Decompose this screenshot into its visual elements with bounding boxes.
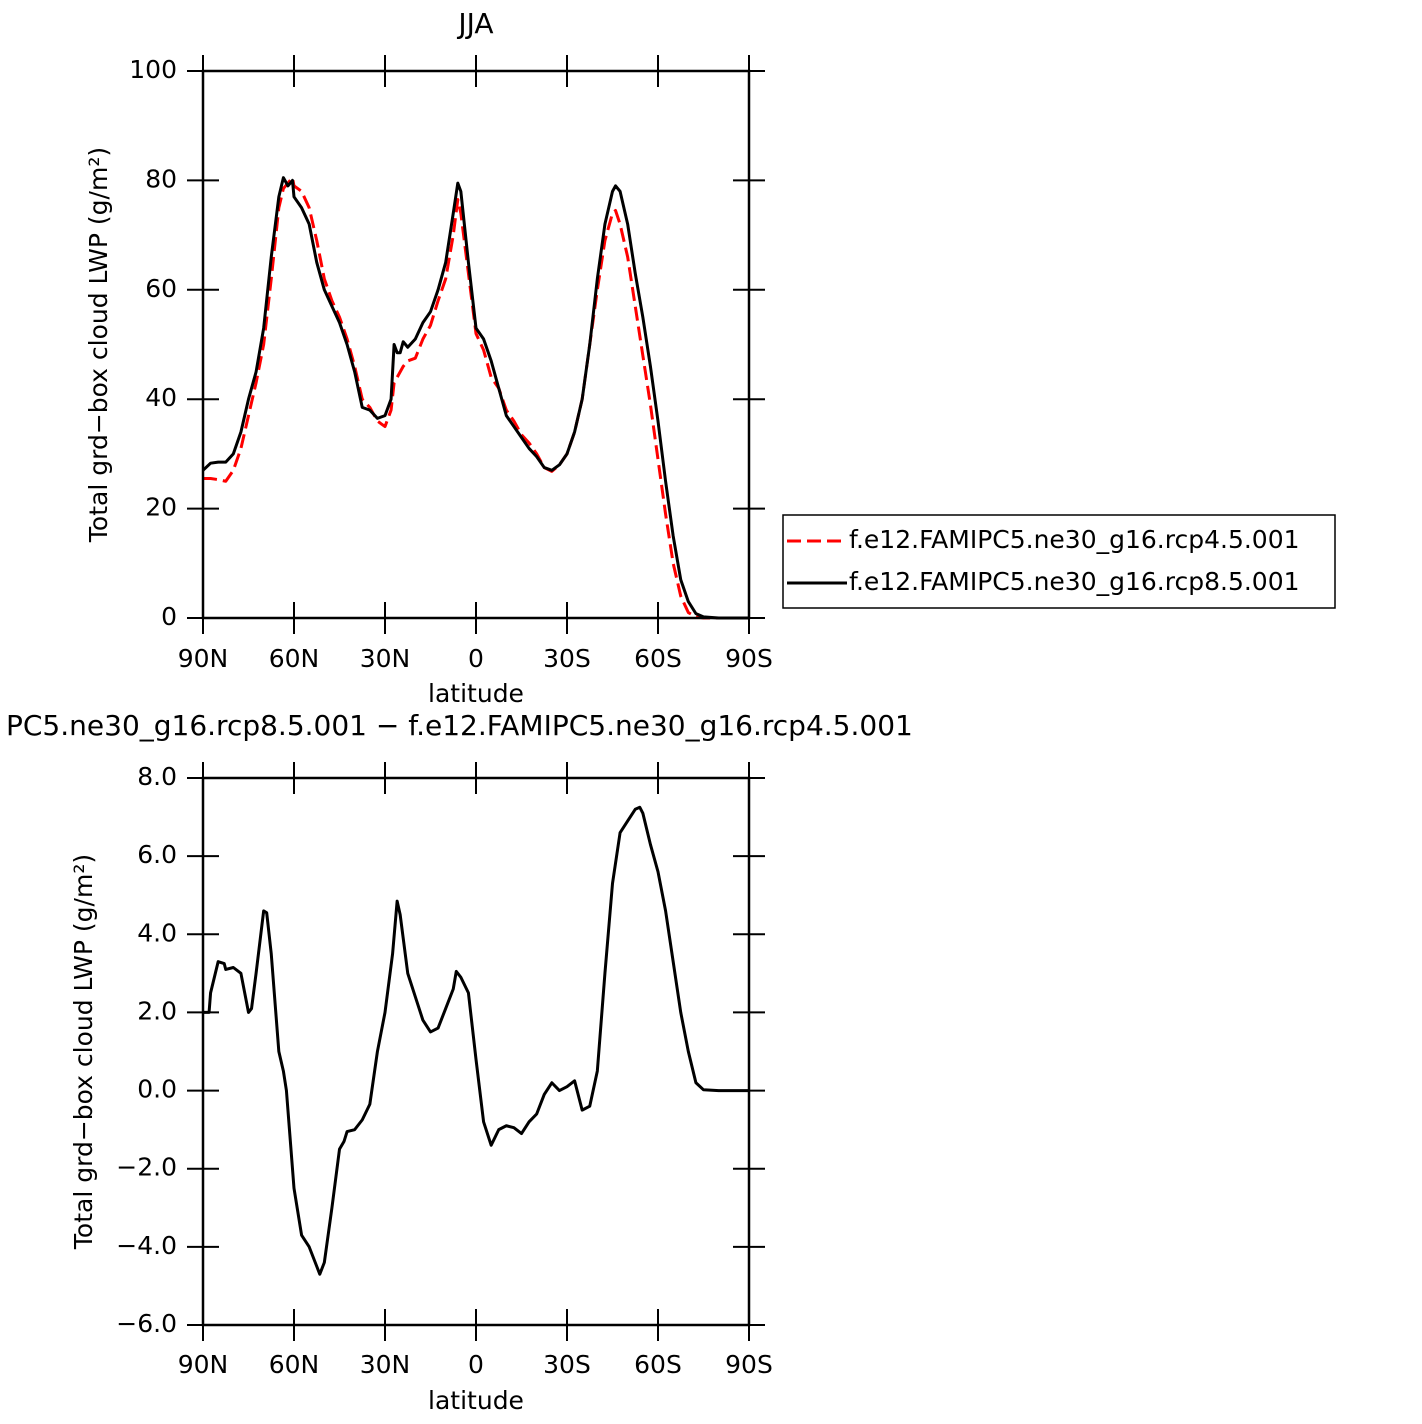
legend-label: f.e12.FAMIPC5.ne30_g16.rcp4.5.001 — [849, 525, 1300, 554]
data-line — [201, 176, 749, 620]
x-tick-label: 90S — [725, 1350, 773, 1379]
y-tick-label: −6.0 — [116, 1309, 177, 1338]
legend-label: f.e12.FAMIPC5.ne30_g16.rcp8.5.001 — [849, 567, 1300, 596]
y-tick-label: 2.0 — [137, 996, 177, 1025]
x-tick-label: 0 — [468, 1350, 484, 1379]
y-tick-label: 8.0 — [137, 762, 177, 791]
x-tick-label: 0 — [468, 644, 484, 673]
plot-frame — [201, 776, 751, 1327]
y-tick-label: −4.0 — [116, 1231, 177, 1260]
y-tick-label: 20 — [145, 493, 177, 522]
x-tick-label: 60N — [269, 1350, 320, 1379]
x-axis-label: latitude — [428, 679, 524, 708]
y-tick-label: 60 — [145, 274, 177, 303]
y-tick-label: 40 — [145, 383, 177, 412]
x-tick-label: 30S — [543, 1350, 591, 1379]
y-tick-label: 4.0 — [137, 918, 177, 947]
y-tick-label: 80 — [145, 164, 177, 193]
x-tick-label: 90N — [178, 1350, 229, 1379]
plot-frame — [201, 69, 751, 620]
data-line — [203, 176, 749, 620]
x-tick-label: 90N — [178, 644, 229, 673]
y-tick-label: 6.0 — [137, 840, 177, 869]
chart-title: JJA — [456, 7, 493, 40]
y-tick-label: −2.0 — [116, 1153, 177, 1182]
y-axis-label: Total grd−box cloud LWP (g/m²) — [69, 854, 98, 1250]
x-tick-label: 60S — [634, 644, 682, 673]
data-line — [203, 805, 749, 1276]
x-tick-label: 90S — [725, 644, 773, 673]
legend-box — [782, 514, 1336, 609]
x-tick-label: 30S — [543, 644, 591, 673]
x-tick-label: 60S — [634, 1350, 682, 1379]
x-tick-label: 30N — [360, 1350, 411, 1379]
chart-title: PC5.ne30_g16.rcp8.5.001 − f.e12.FAMIPC5.… — [6, 709, 913, 742]
x-tick-label: 60N — [269, 644, 320, 673]
y-axis-label: Total grd−box cloud LWP (g/m²) — [84, 147, 113, 543]
y-tick-label: 0 — [161, 602, 177, 631]
y-tick-label: 0.0 — [137, 1075, 177, 1104]
x-axis-label: latitude — [428, 1386, 524, 1415]
x-tick-label: 30N — [360, 644, 411, 673]
y-tick-label: 100 — [129, 55, 177, 84]
